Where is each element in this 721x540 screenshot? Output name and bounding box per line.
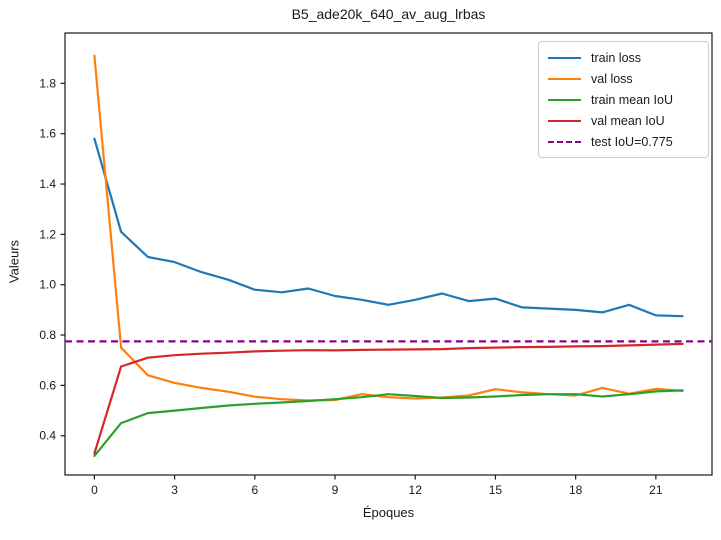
x-tick-label: 18 [569, 483, 583, 497]
series-train-mean-iou-line [93, 389, 684, 457]
legend-swatch-val-mean-iou [548, 119, 581, 122]
legend-item-train-mean-iou: train mean IoU [548, 89, 700, 110]
y-tick-label: 1.8 [39, 76, 56, 90]
y-tick-label: 1.6 [39, 127, 56, 141]
chart-title: B5_ade20k_640_av_aug_lrbas [291, 6, 486, 22]
legend-swatch-train-mean-iou [548, 98, 581, 101]
series-train-loss-line [93, 137, 684, 318]
legend-item-train-loss: train loss [548, 47, 700, 68]
legend-label-train-loss: train loss [591, 50, 642, 65]
x-axis-label: Époques [362, 505, 415, 520]
legend-item-test-iou-0-775: test IoU=0.775 [548, 131, 700, 152]
series-val-loss-line [93, 54, 684, 402]
legend-label-val-loss: val loss [591, 71, 633, 86]
legend-label-test-iou-0-775: test IoU=0.775 [591, 134, 673, 149]
y-tick-label: 0.4 [39, 429, 56, 443]
legend-swatch-train-loss [548, 56, 581, 59]
plot-frame [64, 32, 713, 476]
x-tick-label: 0 [91, 483, 98, 497]
x-tick-label: 9 [332, 483, 339, 497]
y-axis-label: Valeurs [6, 239, 22, 284]
x-tick-label: 6 [251, 483, 258, 497]
x-tick-label: 21 [649, 483, 663, 497]
legend: train loss val loss train mean IoU val mean… [538, 41, 709, 158]
y-tick-label: 1.0 [39, 278, 56, 292]
legend-label-val-mean-iou: val mean IoU [591, 113, 665, 128]
legend-swatch-val-loss [548, 77, 581, 80]
legend-label-train-mean-iou: train mean IoU [591, 92, 673, 107]
x-tick-label: 12 [409, 483, 423, 497]
x-tick-label: 3 [171, 483, 178, 497]
y-tick-label: 1.4 [39, 177, 56, 191]
legend-item-val-mean-iou: val mean IoU [548, 110, 700, 131]
y-tick-label: 1.2 [39, 227, 56, 241]
series-val-mean-iou-line [93, 342, 684, 455]
legend-swatch-test-iou-0-775 [548, 140, 581, 143]
x-tick-label: 15 [489, 483, 503, 497]
legend-item-val-loss: val loss [548, 68, 700, 89]
y-tick-label: 0.8 [39, 328, 56, 342]
y-tick-label: 0.6 [39, 378, 56, 392]
